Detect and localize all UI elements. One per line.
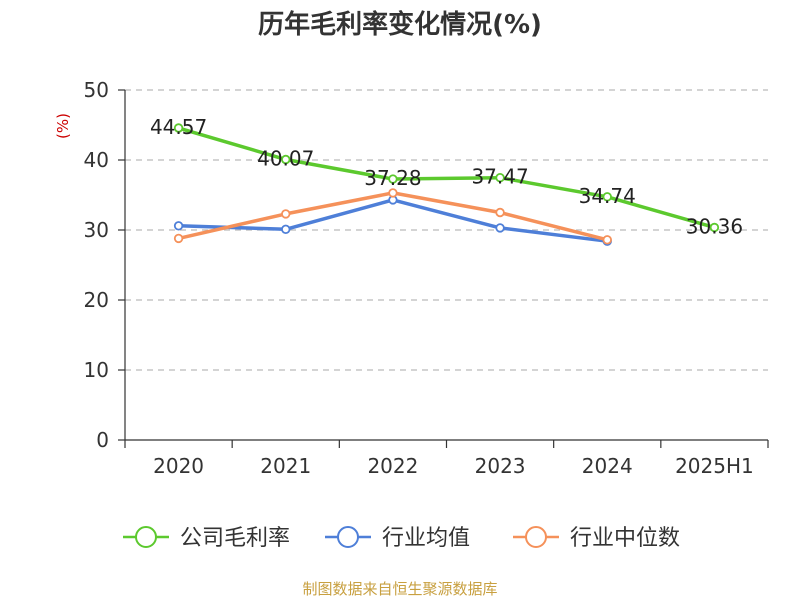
y-axis-label: (%)	[54, 113, 72, 139]
legend-marker	[337, 526, 359, 548]
y-tick-label: 40	[84, 148, 109, 172]
x-tick-label: 2023	[475, 454, 526, 478]
data-label: 37.28	[364, 166, 421, 190]
legend: 公司毛利率 行业均值 行业中位数	[123, 526, 680, 551]
series-layer	[173, 123, 720, 246]
data-point	[173, 221, 184, 231]
gridlines	[125, 89, 768, 371]
series-line	[176, 126, 717, 230]
y-tick-label: 30	[84, 218, 109, 242]
data-point	[495, 207, 505, 218]
data-point	[173, 123, 184, 133]
data-point	[173, 233, 184, 244]
x-tick-label: 2025H1	[675, 454, 754, 478]
y-tick-label: 10	[84, 358, 109, 382]
legend-marker	[525, 526, 547, 548]
data-label: 30.36	[686, 214, 743, 238]
x-tick-label: 2024	[582, 454, 633, 478]
x-tick-label: 2020	[153, 454, 204, 478]
data-point	[495, 223, 505, 233]
data-point	[602, 235, 612, 245]
data-point	[281, 154, 291, 165]
data-point	[602, 192, 612, 202]
y-tick-label: 0	[96, 428, 109, 452]
data-point	[495, 173, 505, 183]
y-tick-label: 20	[84, 288, 109, 312]
axes: 0 10 20 30 40 50 2020 2021 2022 2023 2024 2025H1	[84, 78, 769, 478]
chart-title: 历年毛利率变化情况(%)	[258, 9, 542, 40]
data-point	[709, 222, 720, 233]
data-label: 34.74	[579, 184, 636, 208]
y-tick-label: 50	[84, 78, 109, 102]
data-point	[388, 174, 398, 184]
data-point	[388, 188, 398, 198]
data-label: 37.47	[471, 165, 528, 189]
data-label: 40.07	[257, 147, 314, 171]
data-label: 44.57	[150, 115, 207, 139]
source-note: 制图数据来自恒生聚源数据库	[302, 580, 497, 598]
data-point	[281, 209, 291, 219]
legend-label: 行业均值	[382, 526, 470, 551]
series-line	[176, 198, 609, 243]
legend-label: 行业中位数	[570, 526, 680, 551]
x-tick-label: 2022	[367, 454, 418, 478]
data-point	[281, 224, 291, 234]
x-tick-label: 2021	[260, 454, 311, 478]
legend-label: 公司毛利率	[180, 526, 290, 551]
legend-marker	[135, 526, 157, 548]
data-labels: 44.57 40.07 37.28 37.47 34.74 30.36	[150, 115, 743, 238]
